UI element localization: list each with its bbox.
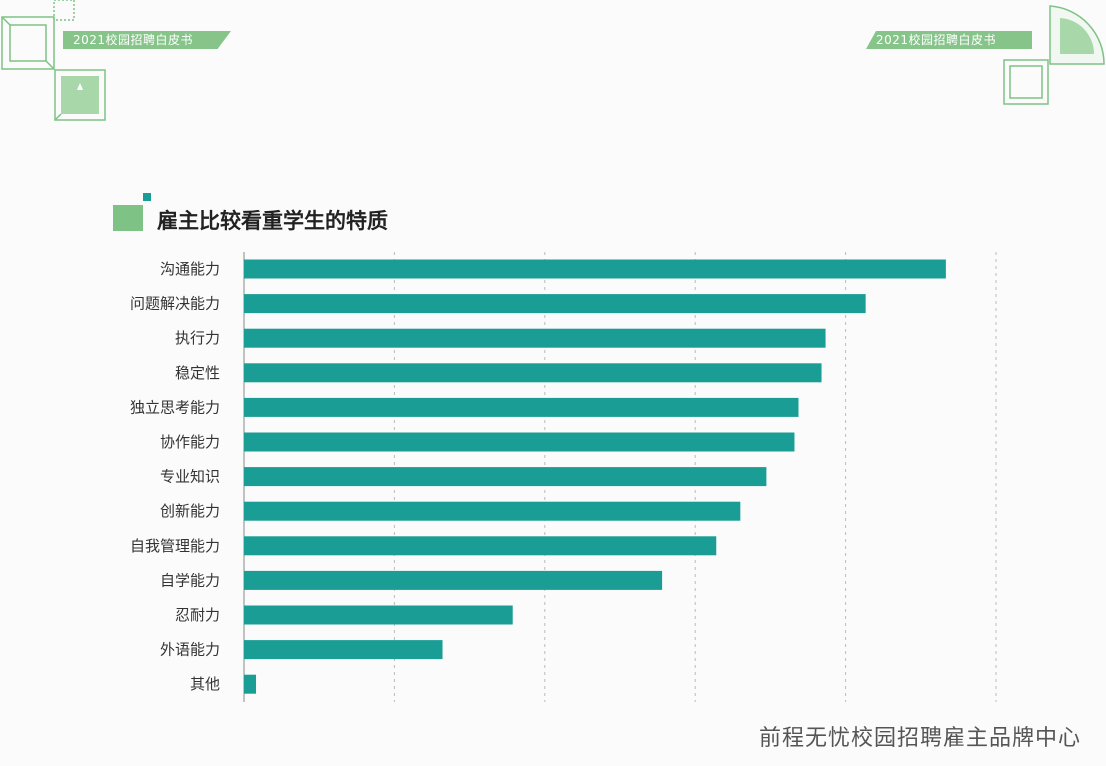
category-label: 专业知识 [160, 468, 220, 486]
category-label: 外语能力 [160, 641, 220, 659]
title-marker-square [113, 205, 143, 231]
bar [244, 467, 767, 487]
triangle-icon [77, 83, 83, 90]
category-label: 沟通能力 [160, 260, 220, 278]
header-badge-right: 2021校园招聘白皮书 [866, 31, 1032, 49]
bar [244, 536, 717, 556]
category-label: 独立思考能力 [130, 398, 220, 416]
bar [244, 605, 513, 625]
category-label: 问题解决能力 [130, 295, 220, 313]
bar [244, 432, 795, 452]
category-label: 创新能力 [160, 502, 220, 520]
bar [244, 501, 741, 521]
category-label: 自我管理能力 [130, 537, 220, 555]
category-label: 其他 [190, 675, 220, 693]
bar [244, 640, 443, 660]
category-label: 忍耐力 [175, 606, 220, 624]
bar [244, 674, 257, 694]
category-label: 稳定性 [175, 364, 220, 382]
right-corner-decoration [1003, 5, 1105, 105]
corner-decoration [1, 0, 1105, 121]
bar [244, 363, 822, 383]
category-label: 协作能力 [160, 433, 220, 451]
category-label: 自学能力 [160, 571, 220, 589]
source-footer: 前程无忧校园招聘雇主品牌中心 [758, 726, 1081, 751]
bar [244, 259, 946, 279]
left-corner-decoration [1, 0, 106, 121]
bar [244, 397, 799, 417]
chart-title: 雇主比较看重学生的特质 [157, 209, 388, 233]
header-badge-left: 2021校园招聘白皮书 [63, 31, 231, 49]
bar [244, 570, 663, 590]
bar [244, 294, 866, 314]
title-marker-dot [143, 193, 151, 201]
category-label: 执行力 [175, 329, 220, 347]
bar [244, 328, 826, 348]
